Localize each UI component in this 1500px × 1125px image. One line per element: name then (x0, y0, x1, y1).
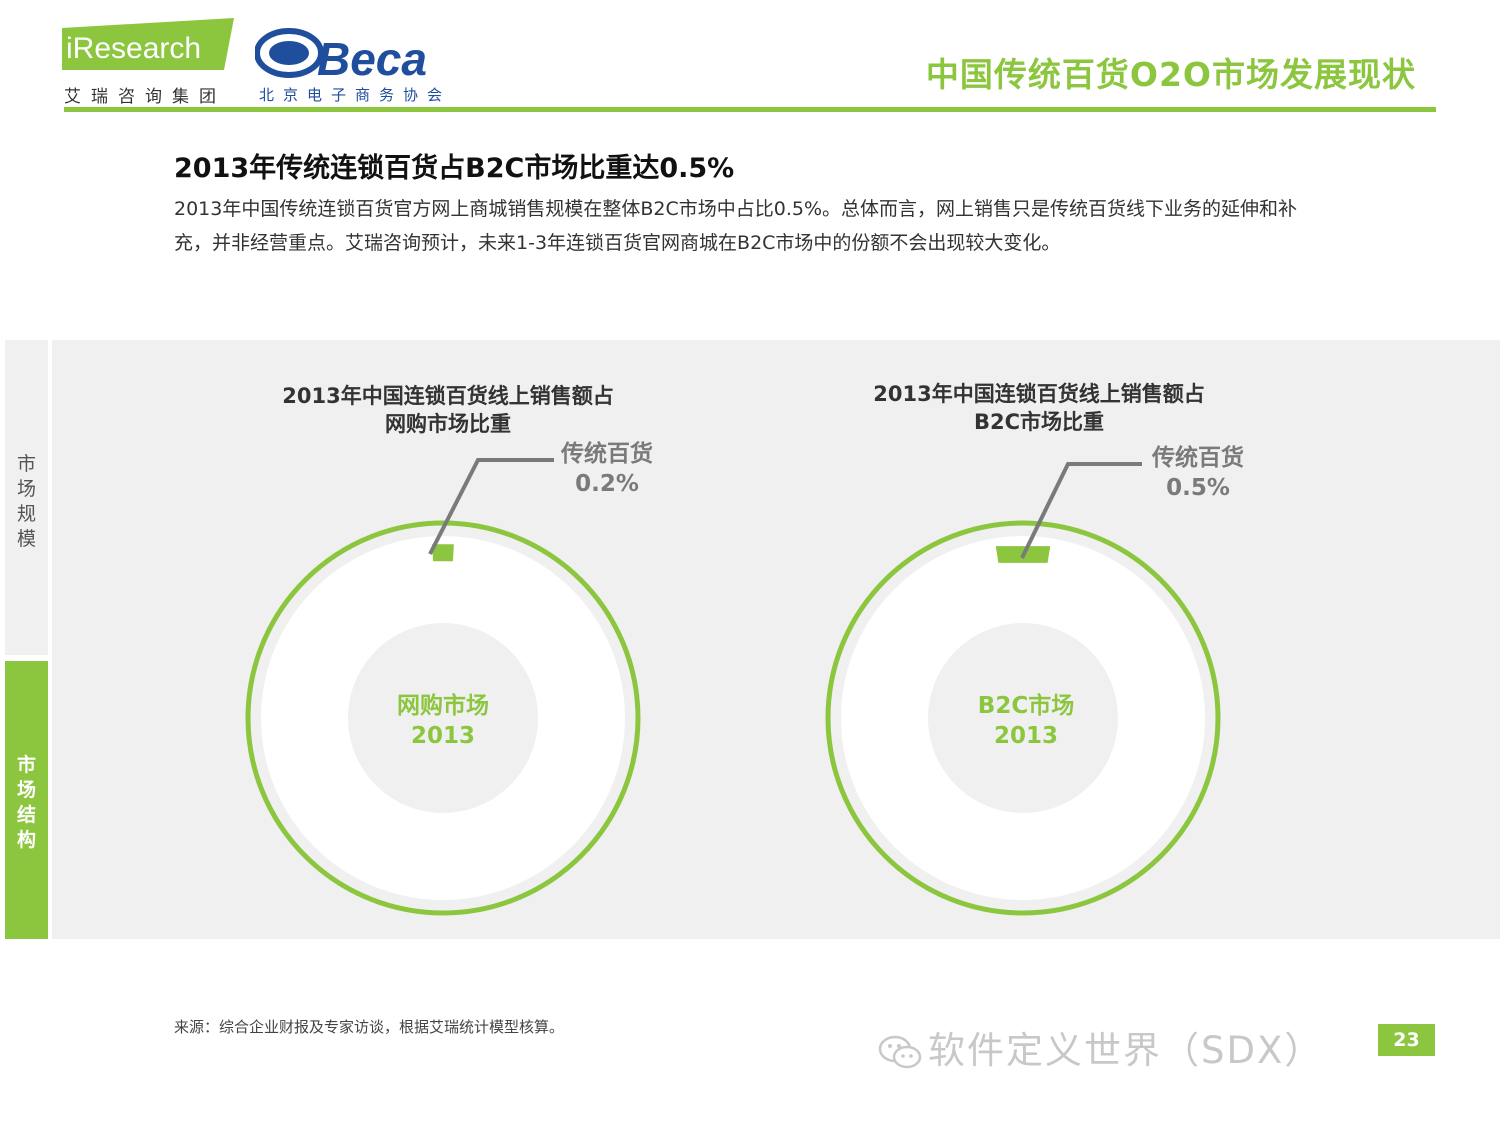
chart2-outer-ring (825, 520, 1221, 916)
chart2-inner-hole (928, 623, 1118, 813)
beca-logo: Beca (255, 28, 427, 85)
sidenav-label-market-size: 市场规模 (16, 453, 36, 550)
chart1-center-line1: 网购市场 (397, 693, 489, 719)
section-headline: 2013年传统连锁百货占B2C市场比重达0.5% (174, 153, 735, 184)
iresearch-logo-subtitle: 艾瑞咨询集团 (64, 87, 226, 107)
chart1-title-line2: 网购市场比重 (384, 412, 511, 436)
chart2-center-line2: 2013 (993, 723, 1059, 749)
chart2-callout: 传统百货 0.5% (1152, 443, 1244, 503)
intro-paragraph: 2013年中国传统连锁百货官方网上商城销售规模在整体B2C市场中占比0.5%。总… (174, 198, 1298, 254)
chart1-inner-hole (348, 623, 538, 813)
chart1-slice-label: 传统百货 (561, 441, 653, 467)
chart2-title-line1: 2013年中国连锁百货线上销售额占 (873, 382, 1205, 406)
chart1-title-line1: 2013年中国连锁百货线上销售额占 (282, 384, 614, 408)
sidenav-label-market-structure: 市场结构 (16, 754, 36, 851)
iresearch-logo-text: iResearch (66, 32, 201, 65)
sidenav-tab-market-structure[interactable]: 市场结构 (5, 661, 48, 939)
header-divider (64, 107, 1436, 112)
chart1-slice-value: 0.2% (575, 471, 639, 497)
sidenav-tab-market-size[interactable]: 市场规模 (5, 340, 48, 655)
chart2-center-label: B2C市场 2013 (978, 691, 1074, 751)
chart2-title: 2013年中国连锁百货线上销售额占 B2C市场比重 (873, 380, 1204, 436)
chart-canvas (245, 458, 1221, 916)
iresearch-logo: iResearch (62, 18, 234, 70)
chart1-title: 2013年中国连锁百货线上销售额占 网购市场比重 (282, 382, 613, 438)
chart2-slice-label: 传统百货 (1152, 445, 1244, 471)
chart2-center-line1: B2C市场 (977, 693, 1075, 719)
chart1-center-line2: 2013 (410, 723, 475, 749)
source-note: 来源：综合企业财报及专家访谈，根据艾瑞统计模型核算。 (174, 1018, 565, 1036)
chart1-callout: 传统百货 0.2% (561, 439, 653, 499)
page-title: 中国传统百货O2O市场发展现状 (925, 55, 1416, 94)
chart2-callout-line (1020, 462, 1142, 559)
chart1-outer-ring (245, 520, 641, 916)
chart1-slice-traditional (432, 544, 454, 562)
beca-logo-subtitle: 北京电子商务协会 (259, 86, 452, 104)
page-number: 23 (1378, 1024, 1435, 1056)
chart1-callout-line (428, 458, 554, 555)
watermark-text: 软件定义世界（SDX） (928, 1029, 1324, 1072)
wechat-icon (878, 1035, 922, 1071)
beca-logo-text: Beca (317, 33, 427, 85)
watermark: 软件定义世界（SDX） (878, 1020, 1323, 1074)
chart2-title-line2: B2C市场比重 (973, 410, 1105, 434)
chart2-slice-value: 0.5% (1166, 475, 1230, 501)
chart1-center-label: 网购市场 2013 (397, 691, 489, 751)
